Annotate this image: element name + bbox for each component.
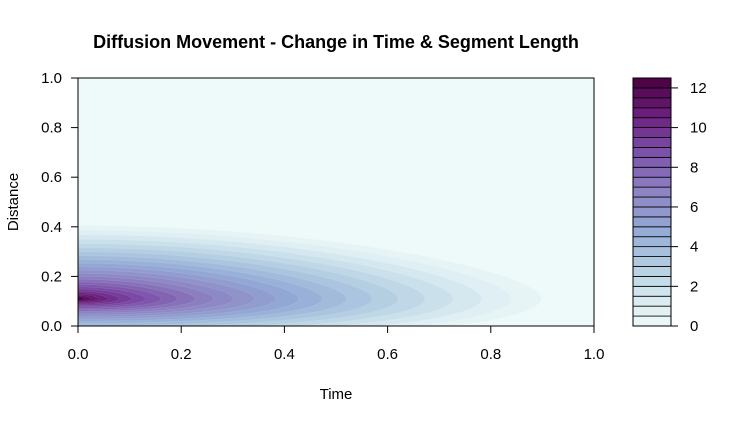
colorbar-band-24: [632, 77, 672, 89]
contour-fills: [78, 225, 542, 326]
colorbar-tick-label: 12: [690, 80, 707, 97]
colorbar-band-3: [632, 285, 672, 297]
colorbar-tick-label: 4: [690, 239, 698, 256]
colorbar-band-12: [632, 196, 672, 208]
x-tick-label: 1.0: [584, 346, 605, 363]
x-tick-label: 0.6: [377, 346, 398, 363]
colorbar-tick-label: 10: [690, 120, 707, 137]
colorbar-band-13: [632, 186, 672, 198]
colorbar-band-17: [632, 147, 672, 158]
colorbar-band-14: [632, 176, 672, 188]
colorbar-band-19: [632, 127, 672, 138]
colorbar-band-2: [632, 295, 672, 307]
colorbar-band-0: [632, 315, 672, 327]
x-axis: 0.0 0.2 0.4 0.6 0.8 1.0: [68, 325, 605, 363]
contour-band-24: [78, 296, 86, 302]
colorbar-band-1: [632, 305, 672, 317]
y-tick-label: 0.8: [41, 120, 62, 137]
colorbar-band-18: [632, 137, 672, 148]
y-tick-label: 1.0: [41, 70, 62, 87]
colorbar-band-10: [632, 216, 672, 228]
colorbar-band-16: [632, 156, 672, 168]
colorbar-band-23: [632, 87, 672, 99]
colorbar-tick-label: 8: [690, 159, 698, 176]
y-tick-label: 0.6: [41, 169, 62, 186]
chart-title: Diffusion Movement - Change in Time & Se…: [93, 32, 579, 52]
x-axis-label: Time: [320, 386, 353, 403]
colorbar-band-8: [632, 236, 672, 248]
y-tick-label: 0.2: [41, 268, 62, 285]
colorbar-band-5: [632, 266, 672, 277]
x-tick-label: 0.8: [480, 346, 501, 363]
colorbar-band-21: [632, 107, 672, 119]
colorbar-tick-label: 0: [690, 318, 698, 335]
x-tick-label: 0.0: [68, 346, 89, 363]
colorbar-band-9: [632, 226, 672, 238]
x-tick-label: 0.2: [171, 346, 192, 363]
colorbar-band-20: [632, 117, 672, 129]
y-axis: 0.0 0.2 0.4 0.6 0.8 1.0: [41, 70, 79, 335]
colorbar-band-4: [632, 275, 672, 287]
y-tick-label: 0.0: [41, 318, 62, 335]
plot-area: [78, 78, 594, 326]
colorbar-band-11: [632, 206, 672, 218]
colorbar: [632, 77, 672, 327]
colorbar-frame: [632, 77, 672, 327]
colorbar-tick-label: 2: [690, 278, 698, 295]
colorbar-band-6: [632, 256, 672, 267]
y-axis-label: Distance: [5, 173, 22, 231]
colorbar-ticks: 0 2 4 6 8 10 12: [671, 80, 707, 335]
colorbar-band-7: [632, 246, 672, 257]
x-tick-label: 0.4: [274, 346, 295, 363]
y-tick-label: 0.4: [41, 219, 62, 236]
colorbar-band-15: [632, 166, 672, 178]
colorbar-band-22: [632, 97, 672, 109]
colorbar-tick-label: 6: [690, 199, 698, 216]
